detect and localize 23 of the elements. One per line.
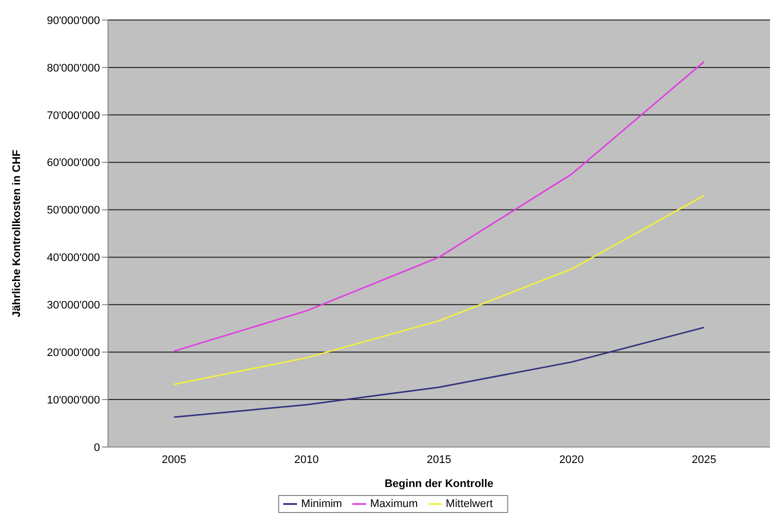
- x-tick-label: 2005: [162, 454, 186, 466]
- y-tick-label: 70'000'000: [46, 110, 100, 122]
- x-tick-label: 2015: [426, 454, 452, 466]
- legend-label: Minimim: [301, 498, 342, 510]
- x-tick-label: 2020: [559, 454, 584, 466]
- x-axis-title: Beginn der Kontrolle: [384, 478, 494, 490]
- y-tick-label: 40'000'000: [46, 252, 100, 264]
- y-tick-label: 80'000'000: [46, 62, 100, 74]
- y-tick-label: 20'000'000: [46, 347, 100, 360]
- line-series: [173, 61, 705, 352]
- y-tick-label: 60'000'000: [46, 157, 100, 170]
- legend-label: Mittelwert: [446, 498, 493, 510]
- y-tick-label: 90'000'000: [46, 14, 100, 27]
- y-tick-label: 50'000'000: [46, 204, 100, 217]
- x-tick-label: 2025: [692, 454, 716, 466]
- legend-label: Maximum: [370, 498, 418, 510]
- y-tick-label: 0: [94, 442, 100, 454]
- y-tick-label: 30'000'000: [46, 300, 100, 312]
- y-tick-label: 10'000'000: [46, 394, 100, 406]
- y-axis-title: Jährliche Kontrollkosten in CHF: [10, 149, 23, 318]
- line-series: [173, 326, 705, 418]
- line-series: [173, 194, 705, 386]
- x-tick-label: 2010: [294, 454, 319, 466]
